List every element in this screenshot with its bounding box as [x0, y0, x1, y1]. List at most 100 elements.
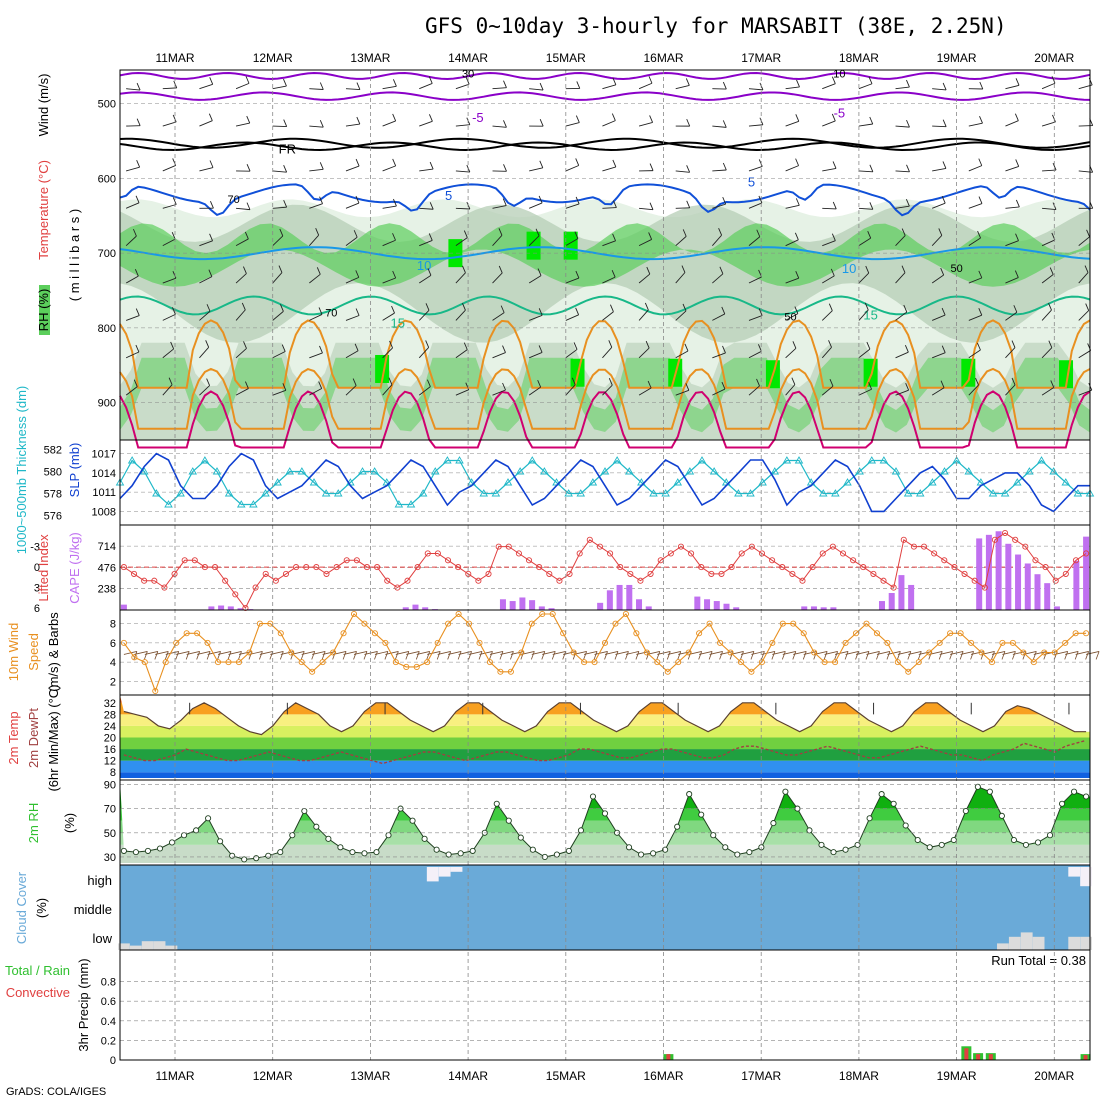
upper-temp-axis-label: Temperature (°C) — [36, 160, 51, 260]
upper-wind-barb-flag — [795, 114, 800, 122]
lifted-index-marker — [961, 570, 968, 577]
upper-wind-barb-flag — [168, 377, 173, 385]
upper-wind-barb-flag — [611, 113, 616, 121]
pressure-tick: 500 — [98, 99, 116, 111]
cape-bar — [1083, 536, 1090, 610]
upper-wind-barb-flag — [283, 78, 287, 87]
bottom-date-axis: 11MAR 12MAR 13MAR 14MAR 15MAR 16MAR 17MAR 18MAR… — [155, 1069, 1074, 1083]
upper-wind-barb-flag — [940, 380, 945, 388]
upper-wind-barb — [638, 309, 649, 321]
date-label-bottom: 19MAR — [937, 1069, 977, 1083]
upper-wind-barb-flag — [864, 302, 869, 311]
date-label-top: 15MAR — [546, 51, 586, 65]
thickness-line — [119, 459, 1090, 506]
upper-wind-barb-flag — [721, 381, 726, 390]
surface-wind-barb-flag — [384, 651, 389, 660]
upper-wind-barb-flag — [722, 162, 727, 171]
upper-wind-barb-flag — [1011, 340, 1016, 348]
upper-wind-barb — [712, 125, 727, 128]
upper-wind-barb — [785, 86, 800, 90]
upper-wind-barb-flag — [133, 379, 138, 387]
surface-wind-barb-flag — [583, 651, 587, 660]
cape-bar — [616, 584, 623, 610]
lifted-index-marker — [1072, 557, 1080, 564]
upper-wind-barb-flag — [241, 302, 246, 311]
upper-wind-barb-flag — [465, 76, 470, 85]
upper-wind-barb — [602, 120, 616, 127]
upper-wind-barb-flag — [316, 267, 321, 275]
upper-wind-barb-flag — [1052, 162, 1057, 171]
upper-wind-barb-flag — [1011, 377, 1016, 386]
wind-speed-marker — [518, 649, 525, 656]
upper-wind-barb — [345, 202, 360, 209]
upper-wind-barb — [455, 349, 468, 359]
upper-wind-barb — [345, 276, 359, 284]
slp-tick: 1014 — [92, 468, 116, 480]
upper-wind-barb — [382, 312, 395, 321]
upper-wind-barb — [382, 384, 393, 396]
surface-wind-barb-flag — [279, 651, 284, 660]
wind-speed-marker — [382, 639, 389, 646]
rh-mask — [120, 780, 1090, 860]
upper-wind-barb-flag — [355, 158, 360, 167]
upper-wind-barb — [785, 384, 796, 396]
cape-bar — [694, 596, 701, 610]
surface-wind-barb-flag — [1032, 651, 1037, 660]
precip-convective-bar — [988, 1054, 993, 1060]
upper-wind-barb-flag — [279, 228, 284, 237]
upper-wind-barb — [895, 170, 910, 173]
upper-wind-barb-flag — [278, 265, 283, 273]
rh-marker — [421, 835, 428, 842]
upper-wind-barb — [785, 120, 799, 127]
wind-speed-marker — [675, 659, 682, 666]
upper-wind-barb — [968, 122, 983, 127]
upper-wind-barb-flag — [906, 164, 910, 172]
rh-marker — [986, 788, 993, 795]
upper-wind-barb — [565, 165, 579, 172]
upper-wind-barb-flag — [575, 307, 580, 315]
surface-wind-barb — [374, 651, 389, 655]
lifted-index-marker — [971, 577, 978, 584]
lifted-index-marker — [708, 570, 715, 577]
cape-bar — [801, 606, 808, 610]
wind-speed-marker — [403, 663, 410, 670]
surface-wind-barb-flag — [499, 651, 504, 660]
surface-wind-barb-flag — [897, 651, 901, 660]
temp-contour-5 — [119, 183, 1091, 217]
date-label-top: 20MAR — [1034, 51, 1074, 65]
temp-contour-20 — [119, 319, 1091, 389]
upper-wind-barb — [309, 234, 320, 246]
wind-speed-marker — [486, 659, 494, 666]
lifted-index-marker — [931, 550, 938, 557]
label-plus5: 5 — [445, 188, 452, 203]
cape-bar — [1044, 583, 1051, 610]
wind-speed-marker — [591, 659, 598, 666]
panel-frame — [119, 949, 1091, 1061]
wind-speed-marker — [340, 630, 347, 637]
cape-bar — [645, 606, 652, 610]
temp-axis-label-3: (6hr Min/Max) (°C) — [46, 684, 61, 791]
surface-wind-barb-flag — [855, 651, 859, 660]
lifted-index-marker — [1052, 577, 1059, 584]
rh-marker — [132, 849, 139, 856]
upper-wind-barb — [748, 88, 763, 91]
upper-wind-barb — [162, 238, 176, 247]
surface-wind-barb-flag — [1012, 651, 1016, 660]
surface-wind-barb-flag — [520, 651, 525, 660]
upper-wind-barb-flag — [503, 120, 507, 128]
upper-wind-barb-flag — [906, 79, 910, 88]
precip-axis-label: 3hr Precip (mm) — [76, 958, 91, 1051]
surface-wind-barb-flag — [227, 651, 232, 660]
lifted-index-marker — [495, 543, 502, 550]
date-label-top: 16MAR — [643, 51, 683, 65]
thickness-marker — [261, 489, 270, 497]
upper-wind-barb — [712, 169, 727, 172]
cape-bar — [830, 607, 837, 610]
rh-marker — [337, 844, 344, 851]
upper-wind-barb-flag — [685, 383, 690, 391]
surface-wind-barb — [751, 651, 765, 655]
upper-wind-barb — [382, 347, 393, 359]
thickness-tick: 580 — [44, 467, 62, 479]
date-label-bottom: 20MAR — [1034, 1069, 1074, 1083]
upper-wind-barb — [821, 385, 834, 396]
